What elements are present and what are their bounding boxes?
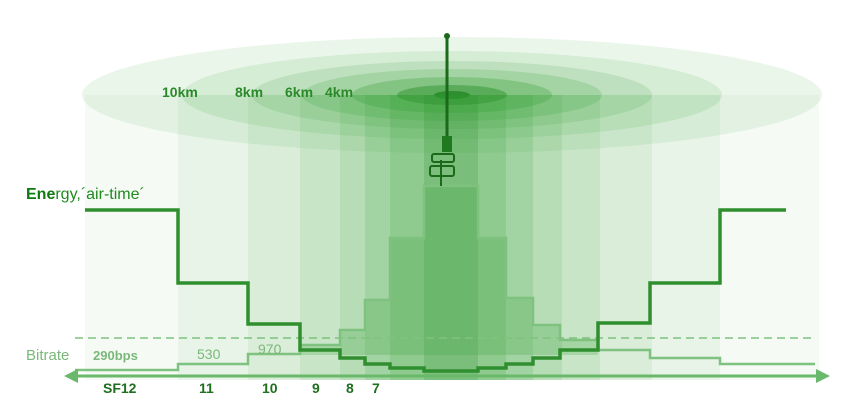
bitrate-value-530: 530 (197, 346, 221, 362)
bitrate-value-290: 290bps (93, 348, 138, 363)
axis-arrow-right-icon (816, 369, 830, 383)
bitrate-label: Bitrate (26, 347, 70, 364)
bitrate-pyramid-fill (300, 186, 598, 355)
range-label-6km: 6km (285, 84, 314, 100)
range-label-4km: 4km (325, 84, 354, 100)
energy-curve (85, 208, 786, 373)
coverage-rings (82, 37, 822, 153)
gateway-antenna-icon (429, 33, 455, 186)
sf-label-11: 11 (199, 380, 214, 396)
energy-label-bold: Ene (26, 186, 56, 203)
distance-axis (64, 369, 830, 383)
bitrate-value-970: 970 (258, 341, 282, 357)
sf-label-10: 10 (262, 380, 278, 396)
sf-label-7: 7 (372, 380, 380, 396)
sf-label-12: SF12 (103, 380, 137, 396)
bitrate-curve (75, 184, 815, 372)
range-label-8km: 8km (235, 84, 264, 100)
range-label-10km: 10km (162, 84, 198, 100)
sf-label-8: 8 (346, 380, 354, 396)
energy-airtime-label: Energy,´air-time´ (26, 186, 145, 204)
ring-core (434, 91, 470, 99)
sf-label-9: 9 (312, 380, 320, 396)
axis-arrow-left-icon (64, 369, 78, 383)
energy-label-rest: rgy,´air-time´ (55, 186, 145, 203)
